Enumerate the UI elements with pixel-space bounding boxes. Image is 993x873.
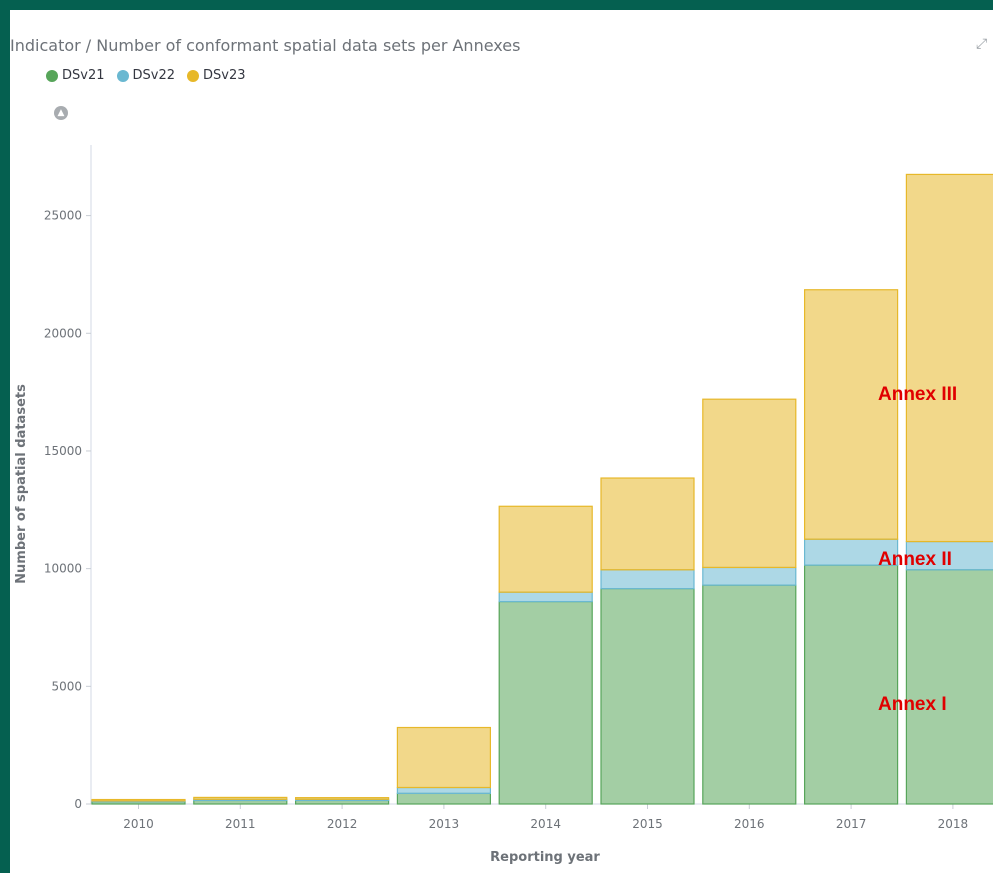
bars [91,173,993,805]
annotation-label: Annex I [878,694,947,715]
chart-panel: Indicator / Number of conformant spatial… [10,10,993,873]
axes: 0 5000 10000 15000 20000 25000 2010 2011 2012 201… [44,145,993,831]
bar-dsv22-2017[interactable] [803,538,899,566]
legend-item-dsv22[interactable]: DSv22 [116,68,176,83]
x-tick-label: 2010 [123,817,154,831]
expand-icon[interactable]: ⤢ [976,36,988,52]
bar-dsv23-2010[interactable] [91,798,186,802]
bar-dsv22-2015[interactable] [600,569,695,590]
y-tick-label: 5000 [51,679,82,693]
x-tick-label: 2012 [327,817,358,831]
y-tick-label: 15000 [44,444,82,458]
legend-swatch [46,69,58,82]
legend-label: DSv22 [132,68,176,83]
bar-dsv23-2013[interactable] [396,726,491,789]
bar-dsv23-2018[interactable] [905,173,993,543]
bar-dsv21-2014[interactable] [498,600,593,805]
bar-dsv23-2016[interactable] [702,398,797,569]
x-tick-label: 2013 [429,817,460,831]
x-axis-title: Reporting year [490,850,600,865]
bar-dsv21-2016[interactable] [702,584,797,805]
x-tick-label: 2016 [734,817,765,831]
annotation-label: Annex III [878,384,957,405]
bar-dsv21-2017[interactable] [803,564,899,805]
x-tick-label: 2014 [530,817,561,831]
y-tick-label: 20000 [44,326,82,340]
y-tick-label: 10000 [44,562,82,576]
chevron-up-icon[interactable]: ▲ [54,106,68,120]
bar-dsv21-2013[interactable] [396,792,491,805]
x-tick-label: 2011 [225,817,256,831]
bar-chart: 0 5000 10000 15000 20000 25000 2010 2011 2012 201… [14,145,993,865]
annotation-label: Annex II [878,549,952,570]
legend-label: DSv21 [62,68,105,83]
legend-swatch [116,69,129,82]
legend-item-dsv21[interactable]: DSv21 [46,68,105,83]
legend: DSv21 DSv22 DSv23 [46,68,246,83]
bar-dsv23-2011[interactable] [193,796,288,800]
bar-dsv22-2013[interactable] [396,786,491,795]
x-tick-label: 2018 [938,817,969,831]
legend-label: DSv23 [203,68,246,83]
bar-dsv21-2018[interactable] [905,569,993,805]
y-tick-label: 0 [74,797,82,811]
bar-dsv22-2016[interactable] [702,566,797,586]
bar-dsv22-2014[interactable] [498,591,593,603]
bar-dsv23-2017[interactable] [803,289,899,540]
bar-dsv23-2015[interactable] [600,477,695,571]
y-axis-title: Number of spatial datasets [14,384,29,584]
bar-dsv23-2012[interactable] [295,797,390,800]
x-tick-label: 2017 [836,817,867,831]
bar-dsv23-2014[interactable] [498,505,593,593]
bar-dsv21-2015[interactable] [600,588,695,805]
legend-swatch [187,69,199,82]
x-tick-label: 2015 [632,817,663,831]
y-tick-label: 25000 [44,209,82,223]
panel-title: Indicator / Number of conformant spatial… [10,36,521,55]
annotations: Annex III Annex II Annex I [878,384,957,715]
legend-item-dsv23[interactable]: DSv23 [187,68,246,83]
